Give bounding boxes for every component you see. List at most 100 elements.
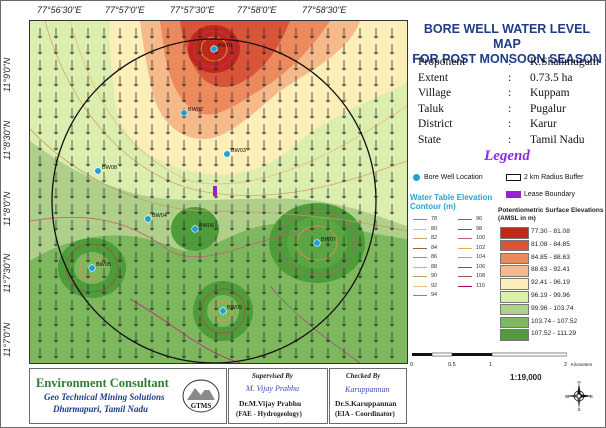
- flow-arrow-icon: [293, 156, 299, 167]
- flow-arrow-icon: [373, 60, 379, 71]
- info-colon: :: [508, 102, 512, 115]
- supervised-name: Dr.M.Vijay Prabhu: [239, 399, 302, 408]
- bore-well-marker[interactable]: [88, 264, 96, 272]
- flow-arrow-icon: [69, 332, 75, 343]
- flow-arrow-icon: [309, 172, 315, 183]
- flow-arrow-icon: [245, 316, 251, 327]
- flow-arrow-icon: [389, 300, 395, 311]
- water-level-map[interactable]: BW01 BW02 BW03 BW04 BW05 BW06 BW07 BW08 BW09: [29, 20, 408, 364]
- bore-well-marker[interactable]: [144, 215, 152, 223]
- flow-arrow-icon: [341, 188, 347, 199]
- flow-arrow-icon: [229, 140, 235, 151]
- bore-well-legend-label: Bore Well Location: [424, 174, 483, 181]
- flow-arrow-icon: [213, 140, 219, 151]
- contour-legend-label: 104: [476, 254, 486, 260]
- flow-arrow-icon: [293, 204, 299, 215]
- flow-arrow-icon: [197, 284, 203, 295]
- bore-well-marker[interactable]: [313, 239, 321, 247]
- potentiometric-swatch: [500, 329, 529, 341]
- bore-well-marker[interactable]: [94, 167, 102, 175]
- longitude-label: 77°57'0"E: [105, 5, 145, 15]
- flow-arrow-icon: [69, 156, 75, 167]
- flow-arrow-icon: [149, 348, 155, 359]
- flow-arrow-icon: [261, 348, 267, 359]
- flow-arrow-icon: [309, 76, 315, 87]
- flow-arrow-icon: [69, 140, 75, 151]
- flow-arrow-icon: [165, 124, 171, 135]
- flow-arrow-icon: [213, 220, 219, 231]
- flow-arrow-icon: [213, 268, 219, 279]
- flow-arrow-icon: [165, 140, 171, 151]
- flow-arrow-icon: [181, 140, 187, 151]
- flow-arrow-icon: [213, 108, 219, 119]
- flow-arrow-icon: [229, 300, 235, 311]
- flow-arrow-icon: [213, 252, 219, 263]
- flow-arrow-icon: [277, 76, 283, 87]
- flow-arrow-icon: [117, 348, 123, 359]
- flow-arrow-icon: [37, 172, 43, 183]
- flow-arrow-icon: [165, 60, 171, 71]
- flow-arrow-icon: [309, 92, 315, 103]
- bore-well-marker[interactable]: [219, 307, 227, 315]
- bore-well-marker[interactable]: [191, 225, 199, 233]
- title-line: BORE WELL WATER LEVEL MAP: [423, 22, 591, 51]
- flow-arrow-icon: [373, 268, 379, 279]
- info-value: Karur: [530, 118, 557, 130]
- info-value: Kuppam: [530, 87, 570, 99]
- potentiometric-label: 81.08 - 84.85: [531, 240, 570, 248]
- flow-arrow-icon: [341, 348, 347, 359]
- info-key: Extent: [418, 71, 449, 84]
- flow-arrow-icon: [53, 44, 59, 55]
- bore-well-marker[interactable]: [210, 45, 218, 53]
- flow-arrow-icon: [133, 236, 139, 247]
- flow-arrow-icon: [165, 92, 171, 103]
- flow-arrow-icon: [101, 172, 107, 183]
- lease-boundary[interactable]: [213, 186, 217, 196]
- info-colon: :: [508, 87, 512, 99]
- contour-legend-label: 102: [476, 244, 486, 251]
- flow-arrow-icon: [149, 188, 155, 199]
- project-info: Proponent: K.Shanmugam Extent: 0.73.5 ha V…: [418, 56, 603, 149]
- flow-arrow-icon: [357, 60, 363, 71]
- flow-arrow-icon: [149, 332, 155, 343]
- flow-arrow-icon: [37, 28, 43, 39]
- latitude-label: 11°9'0"N: [2, 57, 12, 92]
- flow-arrow-icon: [213, 76, 219, 87]
- flow-arrow-icon: [197, 76, 203, 87]
- flow-arrow-icon: [325, 188, 331, 199]
- flow-arrow-icon: [373, 284, 379, 295]
- flow-arrow-icon: [213, 284, 219, 295]
- flow-arrow-icon: [53, 140, 59, 151]
- flow-arrow-icon: [117, 188, 123, 199]
- flow-arrow-icon: [277, 140, 283, 151]
- flow-arrow-icon: [373, 92, 379, 103]
- flow-arrow-icon: [101, 60, 107, 71]
- info-key: State: [418, 133, 441, 146]
- flow-arrow-icon: [309, 188, 315, 199]
- flow-arrow-icon: [309, 28, 315, 39]
- latitude-label: 11°8'0"N: [2, 191, 12, 226]
- bore-well-marker[interactable]: [223, 150, 231, 158]
- flow-arrow-icon: [325, 92, 331, 103]
- flow-arrow-icon: [261, 140, 267, 151]
- potentiometric-legend-title: Potentiometric Surface Elevations (AMSL …: [498, 207, 604, 222]
- flow-arrow-icon: [101, 300, 107, 311]
- checked-role: (EIA - Coordinator): [335, 410, 395, 418]
- flow-arrow-icon: [229, 124, 235, 135]
- bore-well-marker[interactable]: [180, 109, 188, 117]
- flow-arrow-icon: [117, 28, 123, 39]
- flow-arrow-icon: [341, 252, 347, 263]
- flow-arrow-icon: [261, 268, 267, 279]
- flow-arrow-icon: [245, 140, 251, 151]
- flow-arrow-icon: [181, 60, 187, 71]
- flow-arrow-icon: [229, 268, 235, 279]
- flow-arrow-icon: [149, 140, 155, 151]
- flow-arrow-icon: [245, 156, 251, 167]
- flow-arrow-icon: [229, 188, 235, 199]
- longitude-label: 77°57'30"E: [170, 5, 215, 15]
- contour-legend-swatch: [413, 257, 427, 258]
- flow-arrow-icon: [229, 332, 235, 343]
- flow-arrow-icon: [149, 124, 155, 135]
- flow-arrow-icon: [245, 124, 251, 135]
- flow-arrow-icon: [197, 332, 203, 343]
